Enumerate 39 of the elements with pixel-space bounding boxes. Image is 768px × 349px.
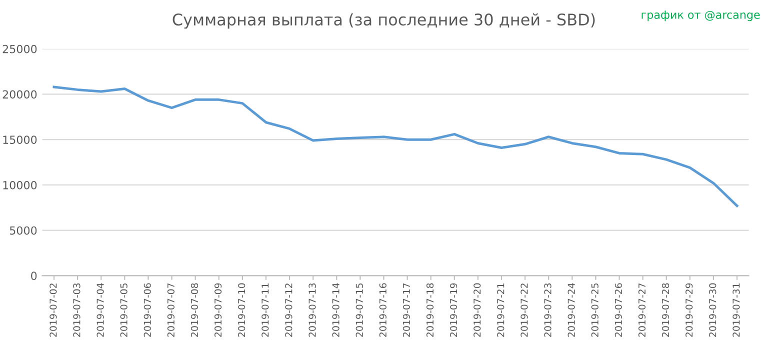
x-tick-label: 2019-07-08 [190, 283, 198, 337]
x-tick-label: 2019-07-17 [402, 283, 410, 337]
y-tick-label: 10000 [3, 180, 37, 190]
x-tick-label: 2019-07-05 [120, 283, 128, 337]
x-tick-label: 2019-07-09 [214, 283, 222, 337]
x-tick-label: 2019-07-11 [262, 284, 269, 337]
x-tick-label: 2019-07-27 [638, 283, 646, 337]
y-tick-label: 20000 [2, 90, 37, 99]
y-tick-label: 15000 [3, 136, 37, 144]
x-tick-label: 2019-07-15 [356, 283, 363, 337]
x-tick-label: 2019-07-22 [520, 284, 528, 337]
x-tick-label: 2019-07-03 [73, 283, 80, 337]
x-tick-label: 2019-07-21 [497, 284, 504, 337]
x-tick-label: 2019-07-30 [709, 283, 716, 337]
x-tick-label: 2019-07-07 [167, 283, 175, 337]
y-tick-label: 5000 [10, 226, 37, 235]
x-tick-label: 2019-07-13 [308, 283, 316, 337]
x-tick-label: 2019-07-24 [568, 283, 575, 337]
x-tick-label: 2019-07-28 [662, 283, 670, 337]
chart-title: Суммарная выплата (за последние 30 дней - SBD) [172, 13, 595, 29]
x-tick-label: 2019-07-10 [238, 283, 246, 337]
x-tick-label: 2019-07-14 [332, 283, 340, 337]
x-tick-label: 2019-07-31 [732, 284, 740, 337]
x-tick-label: 2019-07-12 [285, 284, 292, 337]
y-tick-label: 0 [31, 272, 37, 280]
x-tick-label: 2019-07-23 [544, 283, 552, 337]
x-tick-label: 2019-07-26 [614, 283, 622, 337]
x-tick-label: 2019-07-25 [591, 283, 598, 337]
y-tick-label: 25000 [2, 44, 37, 54]
text: график от @arcange [642, 10, 760, 22]
x-tick-label: 2019-07-02 [50, 284, 57, 337]
x-tick-label: 2019-07-04 [96, 283, 104, 337]
x-tick-label: 2019-07-19 [450, 283, 458, 337]
x-tick-label: 2019-07-06 [144, 283, 151, 337]
x-tick-label: 2019-07-18 [426, 283, 434, 337]
x-tick-label: 2019-07-29 [686, 283, 693, 337]
line-series [52, 86, 738, 208]
x-tick-label: 2019-07-16 [379, 283, 386, 337]
x-tick-label: 2019-07-20 [474, 283, 481, 337]
